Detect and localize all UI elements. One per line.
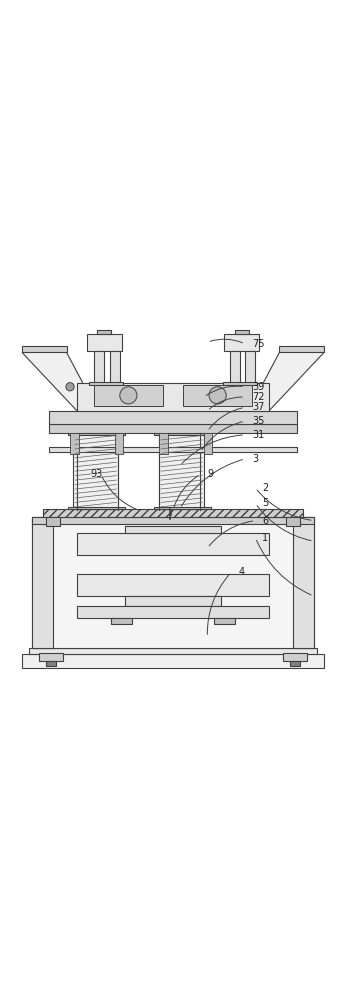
Bar (29, 648, 317, 654)
Bar (68, 433, 125, 435)
Bar (49, 424, 297, 433)
Bar (77, 383, 269, 411)
Text: 37: 37 (252, 402, 264, 412)
Bar (46, 517, 60, 526)
Bar (22, 654, 324, 668)
Text: 3: 3 (252, 454, 258, 464)
Bar (223, 382, 257, 385)
Bar (77, 574, 269, 596)
Bar (290, 661, 300, 666)
Bar (154, 433, 211, 435)
Bar (77, 606, 269, 618)
Bar (125, 526, 221, 533)
Bar (286, 517, 300, 526)
Text: 5: 5 (262, 498, 268, 508)
Text: 72: 72 (252, 392, 264, 402)
Bar (32, 517, 314, 648)
Bar (22, 346, 66, 352)
Circle shape (120, 387, 137, 404)
Bar (225, 334, 259, 351)
Bar (43, 509, 303, 517)
Bar (159, 433, 168, 454)
Circle shape (66, 383, 74, 391)
Bar (46, 661, 56, 666)
Bar (32, 517, 53, 648)
Bar (183, 385, 252, 406)
Bar (39, 653, 63, 661)
Text: 93: 93 (91, 469, 103, 479)
Bar (94, 351, 104, 383)
Text: 6: 6 (262, 516, 268, 526)
Circle shape (209, 387, 226, 404)
Bar (235, 330, 248, 334)
Bar (109, 351, 120, 383)
Bar (68, 507, 125, 509)
Bar (115, 433, 123, 454)
Text: 35: 35 (252, 416, 264, 426)
Text: 31: 31 (252, 430, 264, 440)
Bar (280, 346, 324, 352)
Bar (154, 507, 211, 509)
Bar (89, 382, 123, 385)
Bar (230, 351, 240, 383)
Bar (204, 433, 212, 454)
Bar (214, 618, 235, 624)
Bar (87, 334, 121, 351)
Bar (159, 433, 204, 509)
Bar (49, 447, 297, 452)
Text: 2: 2 (262, 483, 268, 493)
Bar (125, 596, 221, 606)
Bar (245, 351, 255, 383)
Polygon shape (248, 352, 324, 411)
Text: 1: 1 (262, 533, 268, 543)
Bar (49, 411, 297, 424)
Bar (293, 517, 314, 648)
Bar (111, 618, 132, 624)
Bar (77, 533, 269, 555)
Text: 9: 9 (207, 469, 213, 479)
Text: 39: 39 (252, 382, 264, 392)
Text: 75: 75 (252, 339, 264, 349)
Bar (73, 433, 118, 509)
Polygon shape (22, 352, 98, 411)
Bar (70, 433, 79, 454)
Bar (94, 385, 163, 406)
Bar (32, 517, 314, 524)
Bar (283, 653, 307, 661)
Text: 4: 4 (238, 567, 244, 577)
Bar (98, 330, 111, 334)
